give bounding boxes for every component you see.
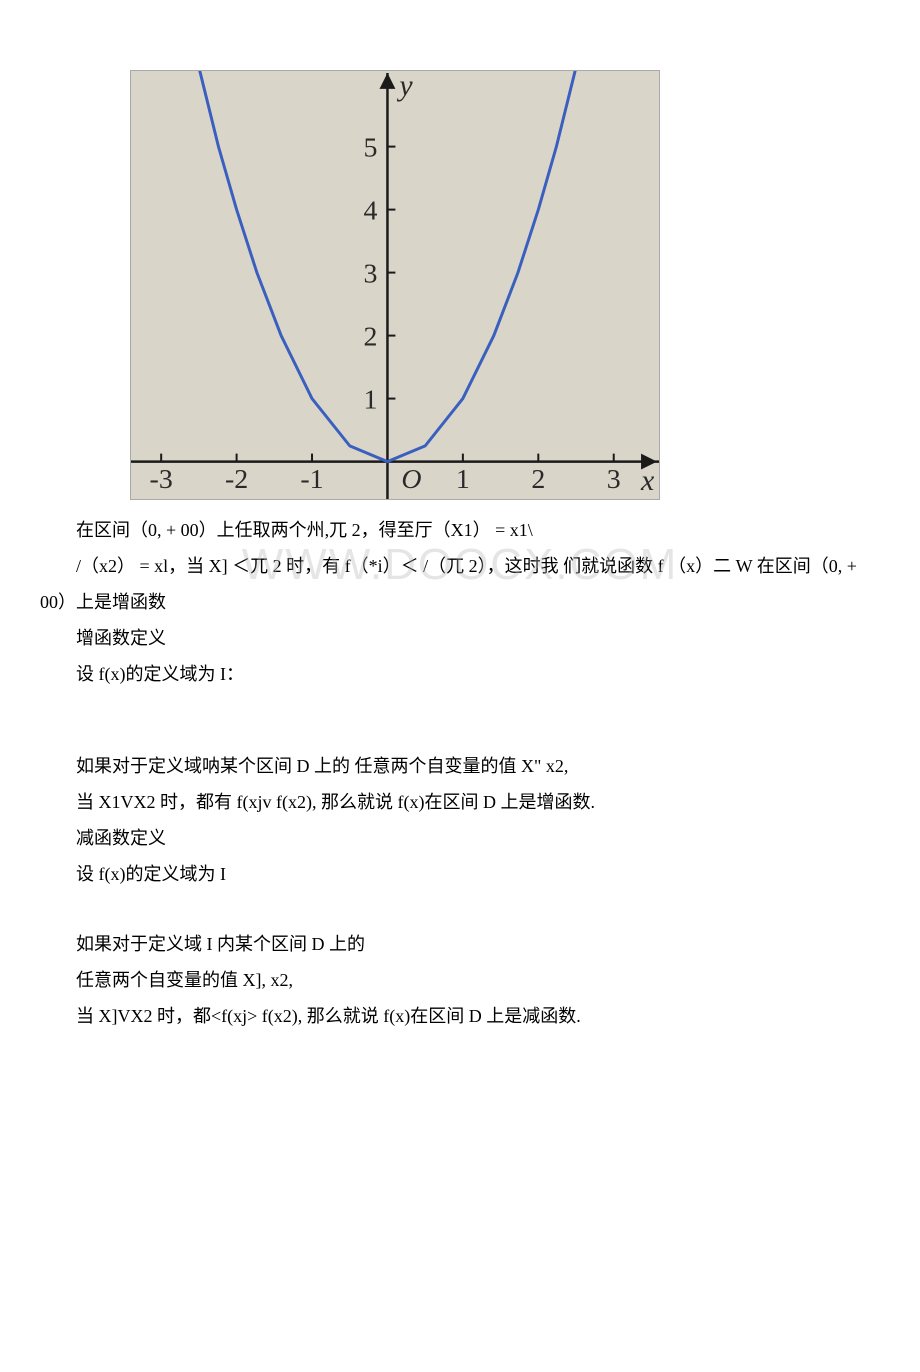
svg-text:-3: -3 bbox=[150, 464, 173, 495]
paragraph: 设 f(x)的定义域为 I bbox=[40, 856, 880, 892]
svg-text:3: 3 bbox=[364, 258, 378, 289]
document-body: 在区间（0, + 00）上任取两个州,兀 2，得至厅（X1） = x1\ /（x… bbox=[0, 512, 920, 1034]
paragraph: 当 X1VX2 时，都有 f(xjv f(x2), 那么就说 f(x)在区间 D… bbox=[40, 784, 880, 820]
paragraph: 设 f(x)的定义域为 I： bbox=[40, 656, 880, 692]
svg-text:y: y bbox=[396, 71, 413, 102]
paragraph: 如果对于定义域 I 内某个区间 D 上的 bbox=[40, 926, 880, 962]
paragraph: 减函数定义 bbox=[40, 820, 880, 856]
svg-text:4: 4 bbox=[364, 195, 378, 226]
svg-text:3: 3 bbox=[607, 464, 621, 495]
svg-text:-2: -2 bbox=[225, 464, 248, 495]
paragraph: 当 X]VX2 时，都<f(xj> f(x2), 那么就说 f(x)在区间 D … bbox=[40, 998, 880, 1034]
paragraph: 任意两个自变量的值 X], x2, bbox=[40, 962, 880, 998]
paragraph: 在区间（0, + 00）上任取两个州,兀 2，得至厅（X1） = x1\ bbox=[40, 512, 880, 548]
svg-text:x: x bbox=[640, 464, 655, 497]
svg-text:2: 2 bbox=[531, 464, 545, 495]
svg-text:1: 1 bbox=[364, 384, 378, 415]
svg-text:O: O bbox=[401, 464, 421, 495]
paragraph: 增函数定义 bbox=[40, 620, 880, 656]
paragraph: 如果对于定义域呐某个区间 D 上的 任意两个自变量的值 X" x2, bbox=[40, 748, 880, 784]
paragraph: /（x2） = xl，当 X] ＜兀 2 时，有 f（*i）＜ /（兀 2），这… bbox=[40, 548, 880, 620]
parabola-chart: -3 -2 -1 1 2 3 1 2 3 4 5 Ox y bbox=[130, 70, 660, 500]
svg-text:2: 2 bbox=[364, 321, 378, 352]
svg-text:5: 5 bbox=[364, 132, 378, 163]
svg-text:1: 1 bbox=[456, 464, 470, 495]
svg-text:-1: -1 bbox=[300, 464, 323, 495]
chart-svg: -3 -2 -1 1 2 3 1 2 3 4 5 Ox y bbox=[131, 71, 659, 499]
